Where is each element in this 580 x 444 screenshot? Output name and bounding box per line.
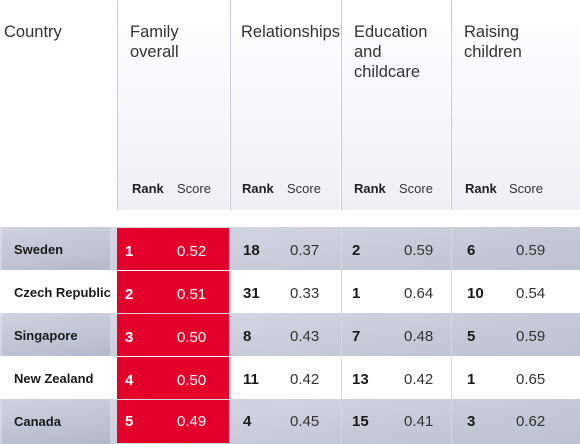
header-country: Country: [0, 0, 116, 210]
family-overall-title: Family overall: [130, 23, 179, 61]
family-overall-cell: 5 0.49: [117, 400, 229, 443]
family-score: 0.49: [177, 413, 207, 430]
raising-score: 0.59: [516, 327, 546, 345]
family-score-label: Score: [177, 181, 211, 196]
raising-score: 0.65: [516, 370, 546, 388]
relationships-score: 0.45: [290, 413, 320, 430]
column-divider: [341, 228, 342, 444]
education-score: 0.59: [404, 241, 434, 259]
relationships-score: 0.33: [290, 284, 320, 302]
relationships-score: 0.42: [290, 370, 320, 388]
header-family-overall: Family overall Rank Score: [117, 0, 229, 210]
education-score: 0.64: [404, 284, 434, 302]
country-name: Canada: [2, 399, 110, 444]
education-rank: 1: [352, 284, 361, 302]
family-rank: 4: [125, 371, 134, 389]
relationships-score: 0.37: [290, 241, 320, 259]
table-row: Sweden 1 0.52 18 0.37 2 0.59 6 0.59: [0, 227, 580, 273]
relationships-rank: 31: [243, 284, 260, 302]
country-name: Singapore: [2, 313, 110, 359]
relationships-rank: 11: [243, 370, 259, 388]
education-score: 0.42: [404, 370, 434, 388]
family-rank: 5: [125, 413, 134, 430]
relationships-rank: 4: [243, 413, 252, 430]
table-row: New Zealand 4 0.50 11 0.42 13 0.42 1 0.6…: [0, 356, 580, 402]
education-rank-label: Rank: [354, 181, 386, 196]
raising-score: 0.62: [516, 413, 546, 430]
education-score: 0.41: [404, 413, 434, 430]
education-rank: 7: [352, 327, 361, 345]
raising-rank: 6: [467, 241, 476, 259]
education-rank: 15: [352, 413, 369, 430]
raising-rank: 5: [467, 327, 476, 345]
column-divider: [451, 228, 452, 444]
raising-score: 0.54: [516, 284, 546, 302]
raising-rank: 10: [467, 284, 484, 302]
table-row: Czech Republic 2 0.51 31 0.33 1 0.64 10 …: [0, 270, 580, 316]
family-overall-cell: 3 0.50: [117, 314, 229, 358]
column-divider: [230, 228, 231, 444]
table-row: Canada 5 0.49 4 0.45 15 0.41 3 0.62: [0, 399, 580, 444]
family-score: 0.52: [177, 242, 207, 260]
education-score-label: Score: [399, 181, 433, 196]
family-overall-cell: 4 0.50: [117, 357, 229, 401]
family-overall-cell: 1 0.52: [117, 228, 229, 272]
education-rank: 13: [352, 370, 369, 388]
family-rank: 2: [125, 285, 134, 303]
raising-score: 0.59: [516, 241, 546, 259]
relationships-rank: 18: [243, 241, 260, 259]
raising-title: Raising children: [464, 23, 522, 61]
education-rank: 2: [352, 241, 361, 259]
header-relationships: Relationships Rank Score: [230, 0, 340, 210]
raising-score-label: Score: [509, 181, 543, 196]
header-raising-children: Raising children Rank Score: [451, 0, 580, 210]
table-header: Country Family overall Rank Score Relati…: [0, 0, 580, 218]
country-name: New Zealand: [14, 371, 94, 386]
country-name: Czech Republic: [14, 285, 111, 300]
country-name: Sweden: [2, 227, 110, 273]
relationships-rank-label: Rank: [242, 181, 274, 196]
family-score: 0.50: [177, 328, 207, 346]
relationships-score-label: Score: [287, 181, 321, 196]
family-rank: 1: [125, 242, 134, 260]
relationships-rank: 8: [243, 327, 252, 345]
family-rank: 3: [125, 328, 134, 346]
education-score: 0.48: [404, 327, 434, 345]
relationships-title: Relationships: [241, 23, 341, 41]
relationships-score: 0.43: [290, 327, 320, 345]
raising-rank-label: Rank: [465, 181, 497, 196]
country-column-title: Country: [4, 23, 62, 41]
family-rank-label: Rank: [132, 181, 164, 196]
raising-rank: 1: [467, 370, 476, 388]
education-title: Education and childcare: [354, 23, 428, 81]
family-overall-cell: 2 0.51: [117, 271, 229, 315]
header-education: Education and childcare Rank Score: [341, 0, 450, 210]
table-row: Singapore 3 0.50 8 0.43 7 0.48 5 0.59: [0, 313, 580, 359]
family-score: 0.51: [177, 285, 207, 303]
family-score: 0.50: [177, 371, 207, 389]
raising-rank: 3: [467, 413, 476, 430]
